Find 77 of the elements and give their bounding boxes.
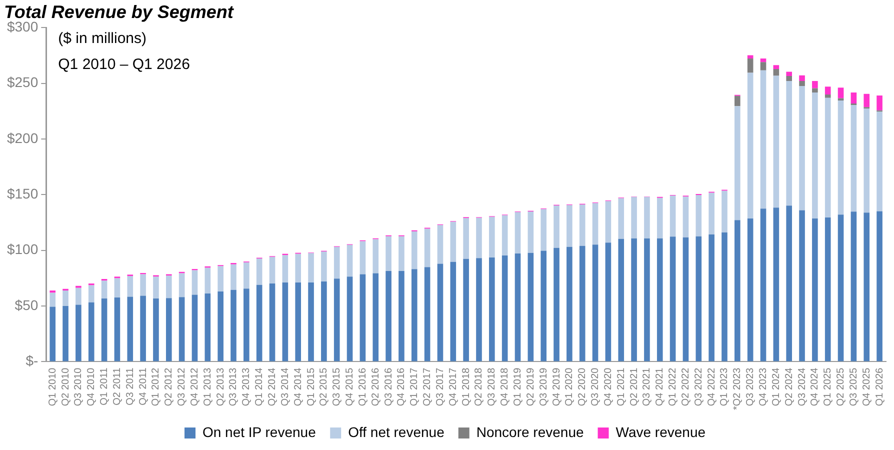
x-tick-label: Q4 2020 bbox=[602, 367, 614, 406]
y-tick-label: $100 bbox=[6, 241, 38, 258]
y-tick-label: $200 bbox=[6, 130, 38, 146]
x-tick-label: Q3 2024 bbox=[796, 367, 808, 406]
x-tick-label: Q3 2017 bbox=[434, 367, 446, 406]
x-tick-label: Q4 2010 bbox=[86, 367, 98, 406]
x-tick-label: Q1 2011 bbox=[99, 367, 110, 406]
x-tick-label: Q2 2013 bbox=[215, 367, 226, 406]
y-tick-label: $- bbox=[26, 352, 38, 369]
x-tick-label: Q3 2025 bbox=[848, 367, 860, 406]
x-tick-label: Q1 2023 bbox=[719, 367, 730, 406]
x-tick-label: Q4 2023 bbox=[758, 367, 769, 406]
x-tick-label: Q2 2017 bbox=[422, 367, 434, 406]
x-tick-label: Q2 2011 bbox=[112, 367, 123, 406]
x-tick-label: Q3 2010 bbox=[73, 367, 84, 406]
x-tick-label: Q3 2021 bbox=[642, 367, 653, 406]
legend-label: On net IP revenue bbox=[202, 424, 316, 440]
x-tick-label: Q1 2010 bbox=[47, 367, 58, 406]
x-tick-label: Q3 2013 bbox=[228, 367, 240, 406]
x-tick-label: Q1 2026 bbox=[874, 367, 886, 406]
x-tick-label: Q2 2014 bbox=[267, 367, 278, 406]
x-tick-label: Q4 2017 bbox=[448, 367, 459, 406]
y-tick-label: $150 bbox=[6, 186, 38, 202]
x-tick-label: Q4 2018 bbox=[500, 367, 511, 406]
x-tick-label: Q4 2021 bbox=[654, 367, 666, 406]
x-tick-label: Q1 2020 bbox=[564, 367, 576, 406]
x-tick-label: Q1 2014 bbox=[254, 367, 266, 406]
x-tick-label: Q4 2019 bbox=[551, 367, 562, 406]
x-tick-label: Q2 2010 bbox=[60, 367, 72, 406]
x-tick-label: Q2 2020 bbox=[577, 367, 588, 406]
legend-label: Noncore revenue bbox=[476, 424, 584, 440]
x-tick-label: Q1 2024 bbox=[770, 367, 782, 406]
y-tick-label: $250 bbox=[6, 74, 38, 90]
x-tick-label: Q1 2017 bbox=[409, 367, 420, 406]
x-tick-label: Q1 2021 bbox=[616, 367, 627, 406]
x-tick-label: Q1 2015 bbox=[306, 367, 317, 406]
x-tick-label: Q4 2024 bbox=[810, 367, 821, 406]
x-tick-label: Q4 2016 bbox=[396, 367, 408, 406]
x-tick-label: Q2 2018 bbox=[474, 367, 485, 406]
x-tick-label: Q1 2019 bbox=[512, 367, 524, 406]
x-tick-label: Q4 2013 bbox=[241, 367, 252, 406]
x-tick-label: Q2 2024 bbox=[784, 367, 795, 406]
x-tick-label: Q4 2022 bbox=[706, 367, 718, 406]
x-tick-label: *Q2 2023 bbox=[732, 367, 744, 410]
x-tick-label: Q3 2011 bbox=[124, 367, 136, 406]
legend-label: Wave revenue bbox=[616, 424, 706, 440]
x-tick-label: Q2 2019 bbox=[525, 367, 536, 406]
x-tick-label: Q4 2015 bbox=[344, 367, 356, 406]
x-tick-label: Q4 2025 bbox=[861, 367, 872, 406]
x-tick-label: Q1 2018 bbox=[460, 367, 472, 406]
x-tick-label: Q2 2016 bbox=[370, 367, 382, 406]
x-tick-label: Q4 2012 bbox=[189, 367, 200, 406]
x-tick-label: Q1 2016 bbox=[357, 367, 368, 406]
x-tick-label: Q4 2014 bbox=[292, 367, 304, 406]
x-tick-label: Q2 2015 bbox=[318, 367, 330, 406]
x-tick-label: Q3 2016 bbox=[383, 367, 394, 406]
y-tick-label: $50 bbox=[14, 296, 38, 313]
x-tick-label: Q4 2011 bbox=[138, 367, 149, 406]
x-tick-label: Q3 2020 bbox=[590, 367, 602, 406]
chart-subtitle: ($ in millions) bbox=[58, 30, 147, 48]
x-tick-label: Q1 2025 bbox=[822, 367, 834, 406]
x-tick-label: Q3 2018 bbox=[486, 367, 498, 406]
x-tick-label: Q3 2022 bbox=[693, 367, 704, 406]
legend-label: Off net revenue bbox=[348, 424, 445, 440]
x-tick-label: Q2 2022 bbox=[680, 367, 692, 406]
x-tick-label: Q3 2015 bbox=[332, 367, 343, 406]
x-tick-label: Q3 2014 bbox=[280, 367, 291, 406]
x-tick-label: Q1 2013 bbox=[202, 367, 214, 406]
x-tick-label: Q3 2019 bbox=[538, 367, 550, 406]
x-tick-label: Q3 2023 bbox=[745, 367, 756, 406]
x-tick-label: Q3 2012 bbox=[176, 367, 188, 406]
annotation: Q1 2010 – Q1 2026 bbox=[58, 56, 190, 74]
x-tick-label: Q1 2012 bbox=[150, 367, 162, 406]
x-tick-label: Q1 2022 bbox=[668, 367, 679, 406]
x-tick-label: Q2 2021 bbox=[628, 367, 640, 406]
x-tick-label: Q2 2012 bbox=[164, 367, 175, 406]
x-tick-label: Q2 2025 bbox=[836, 367, 847, 406]
